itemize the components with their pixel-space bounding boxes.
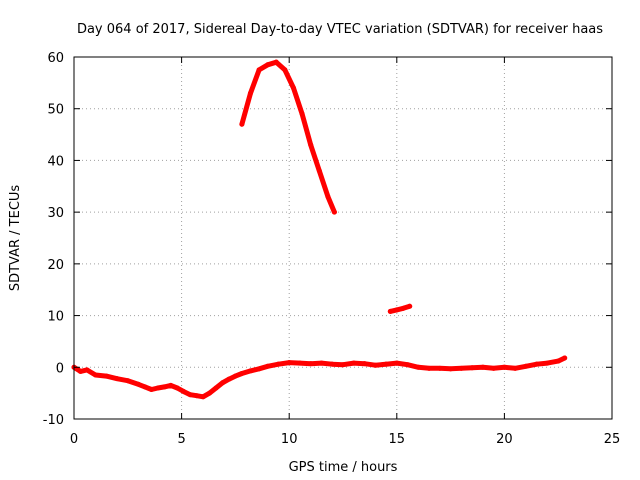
data-point: [103, 373, 109, 379]
x-tick-label: 15: [389, 432, 406, 447]
y-tick-label: 0: [56, 361, 64, 376]
data-point: [213, 385, 219, 391]
series-line-segment-3: [387, 303, 413, 314]
data-point: [282, 67, 288, 73]
y-tick-label: 20: [47, 258, 64, 273]
data-point: [256, 366, 262, 372]
data-point: [448, 366, 454, 372]
data-point: [318, 360, 324, 366]
data-point: [387, 308, 393, 314]
data-point: [299, 111, 305, 117]
data-point: [480, 364, 486, 370]
data-point: [394, 307, 400, 313]
plot-frame: [73, 56, 613, 420]
data-point: [523, 363, 529, 369]
data-point: [426, 365, 432, 371]
data-point: [544, 360, 550, 366]
data-point: [383, 361, 389, 367]
data-point: [351, 360, 357, 366]
data-point: [247, 90, 253, 96]
data-point: [77, 368, 83, 374]
data-point: [329, 361, 335, 367]
data-series: [71, 59, 568, 400]
x-tick-label: 5: [177, 432, 185, 447]
data-point: [142, 384, 148, 390]
data-point: [308, 361, 314, 367]
data-point: [437, 365, 443, 371]
y-tick-label: 30: [47, 206, 64, 221]
data-point: [226, 376, 232, 382]
data-point: [407, 303, 413, 309]
y-tick-label: 10: [47, 310, 64, 325]
data-point: [512, 365, 518, 371]
data-point: [286, 360, 292, 366]
data-point: [362, 361, 368, 367]
data-point: [372, 362, 378, 368]
data-point: [155, 385, 161, 391]
data-point: [458, 365, 464, 371]
data-point: [265, 363, 271, 369]
data-point: [93, 372, 99, 378]
y-tick-label: 50: [47, 103, 64, 118]
data-point: [84, 367, 90, 373]
data-point: [400, 305, 406, 311]
data-point: [148, 387, 154, 393]
data-point: [308, 142, 314, 148]
data-point: [325, 194, 331, 200]
data-point: [273, 59, 279, 65]
data-point: [501, 364, 507, 370]
data-point: [394, 360, 400, 366]
data-point: [316, 168, 322, 174]
data-point: [174, 385, 180, 391]
data-point: [340, 362, 346, 368]
data-point: [200, 394, 206, 400]
chart-title: Day 064 of 2017, Sidereal Day-to-day VTE…: [77, 22, 603, 37]
x-axis-label: GPS time / hours: [289, 460, 398, 475]
y-tick-label: 40: [47, 154, 64, 169]
x-tick-label: 10: [281, 432, 298, 447]
data-point: [187, 392, 193, 398]
data-point: [136, 381, 142, 387]
data-point: [125, 378, 131, 384]
data-point: [534, 361, 540, 367]
data-point: [239, 370, 245, 376]
data-point: [562, 355, 568, 361]
data-point: [232, 373, 238, 379]
data-point: [415, 364, 421, 370]
x-tick-label: 0: [70, 432, 78, 447]
data-point: [491, 365, 497, 371]
data-point: [247, 368, 253, 374]
x-tick-label: 20: [496, 432, 513, 447]
tick-labels: 0 5 10 15 20 25 -10 0 10 20 30 40 50 60: [43, 51, 621, 447]
data-point: [194, 393, 200, 399]
y-axis-label: SDTVAR / TECUs: [8, 185, 23, 292]
data-point: [219, 380, 225, 386]
data-point: [469, 365, 475, 371]
data-point: [256, 67, 262, 73]
data-point: [161, 384, 167, 390]
data-point: [207, 390, 213, 396]
y-tick-label: 60: [47, 51, 64, 66]
data-point: [405, 362, 411, 368]
y-tick-label: -10: [43, 413, 64, 428]
data-point: [181, 389, 187, 395]
data-point: [275, 361, 281, 367]
series-line-segment-2: [239, 59, 337, 215]
data-point: [291, 85, 297, 91]
x-tick-label: 25: [604, 432, 621, 447]
data-point: [297, 360, 303, 366]
data-point: [114, 376, 120, 382]
data-point: [239, 121, 245, 127]
data-point: [555, 358, 561, 364]
data-point: [331, 209, 337, 215]
data-point: [265, 62, 271, 68]
data-point: [168, 382, 174, 388]
